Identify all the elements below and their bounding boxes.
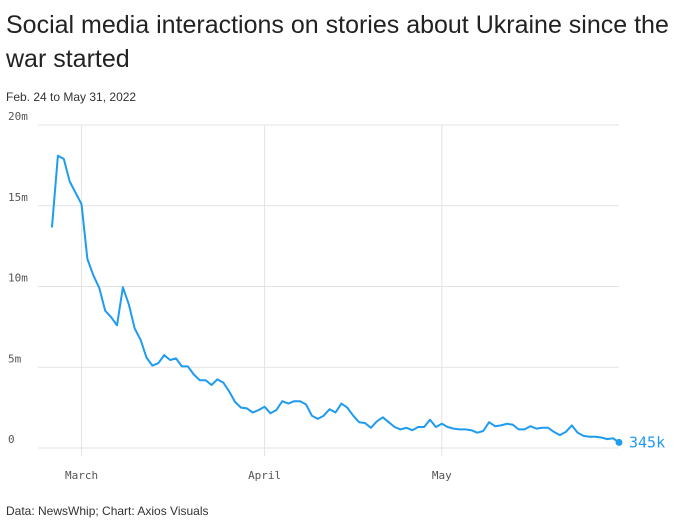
y-tick-label: 0	[8, 433, 15, 446]
x-tick-label: May	[432, 469, 452, 482]
axis-labels: 0 5m 10m 15m 20m March April May	[8, 110, 452, 482]
x-tick-label: April	[248, 469, 281, 482]
y-tick-label: 20m	[8, 110, 28, 123]
chart-subtitle: Feb. 24 to May 31, 2022	[6, 90, 137, 104]
y-tick-label: 5m	[8, 352, 22, 365]
chart-title: Social media interactions on stories abo…	[6, 11, 669, 73]
end-point-marker	[615, 438, 623, 446]
series-line	[51, 154, 620, 444]
gridlines	[38, 124, 619, 456]
series-layer: 345k	[51, 154, 665, 451]
y-tick-label: 15m	[8, 191, 28, 204]
source-note: Data: NewsWhip; Chart: Axios Visuals	[6, 504, 209, 518]
end-value-label: 345k	[629, 433, 665, 451]
x-tick-label: March	[65, 469, 98, 482]
y-tick-label: 10m	[8, 272, 28, 285]
line-chart: 0 5m 10m 15m 20m March April May 345k	[8, 110, 665, 482]
